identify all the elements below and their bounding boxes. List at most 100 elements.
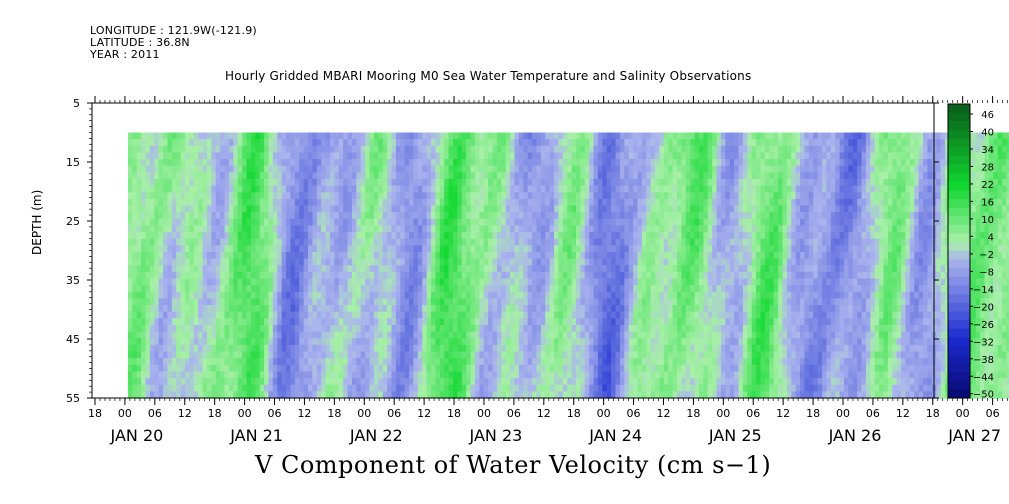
heatmap-cell — [492, 152, 498, 160]
heatmap-cell — [637, 338, 643, 346]
heatmap-cell — [439, 358, 445, 366]
heatmap-cell — [365, 305, 371, 313]
heatmap-cell — [571, 251, 577, 260]
heatmap-cell — [250, 139, 256, 147]
heatmap-cell — [628, 225, 634, 233]
heatmap-cell — [404, 285, 410, 293]
heatmap-cell — [163, 358, 169, 366]
heatmap-cell — [444, 212, 450, 220]
heatmap-cell — [453, 152, 458, 160]
heatmap-cell — [202, 185, 208, 193]
heatmap-cell — [176, 364, 182, 373]
heatmap-cell — [185, 178, 191, 187]
heatmap-cell — [646, 198, 652, 207]
heatmap-cell — [602, 251, 608, 260]
heatmap-cell — [597, 145, 603, 154]
heatmap-cell — [549, 178, 555, 187]
heatmap-cell — [237, 178, 243, 187]
heatmap-cell — [158, 371, 164, 379]
heatmap-cell — [466, 358, 472, 366]
heatmap-cell — [624, 192, 630, 200]
heatmap-cell — [211, 159, 217, 167]
heatmap-cell — [646, 318, 652, 326]
heatmap-cell — [136, 212, 142, 220]
heatmap-cell — [501, 285, 507, 293]
heatmap-cell — [211, 305, 217, 313]
heatmap-cell — [365, 232, 371, 240]
heatmap-cell — [277, 318, 283, 326]
heatmap-cell — [154, 364, 160, 373]
heatmap-cell — [294, 318, 300, 326]
heatmap-cell — [404, 251, 410, 260]
heatmap-cell — [453, 331, 458, 339]
heatmap-cell — [321, 344, 327, 353]
heatmap-cell — [417, 351, 423, 359]
heatmap-cell — [545, 305, 551, 313]
heatmap-cell — [619, 192, 625, 200]
heatmap-cell — [672, 238, 678, 246]
heatmap-cell — [391, 185, 397, 193]
heatmap-cell — [457, 364, 463, 373]
heatmap-cell — [413, 139, 419, 147]
heatmap-cell — [580, 192, 586, 200]
heatmap-cell — [180, 305, 186, 313]
heatmap-cell — [549, 311, 555, 319]
heatmap-cell — [294, 331, 300, 339]
heatmap-cell — [496, 198, 502, 207]
heatmap-cell — [356, 358, 362, 366]
heatmap-cell — [488, 324, 494, 333]
heatmap-cell — [641, 378, 647, 386]
heatmap-cell — [567, 358, 573, 366]
heatmap-cell — [351, 238, 357, 246]
heatmap-cell — [303, 318, 309, 326]
heatmap-cell — [448, 192, 454, 200]
heatmap-cell — [373, 384, 379, 392]
heatmap-cell — [185, 285, 191, 293]
heatmap-cell — [127, 258, 133, 266]
heatmap-cell — [505, 232, 511, 240]
heatmap-cell — [391, 318, 397, 326]
heatmap-cell — [571, 331, 577, 339]
heatmap-cell — [580, 305, 586, 313]
heatmap-cell — [597, 338, 603, 346]
heatmap-cell — [277, 265, 283, 273]
heatmap-cell — [602, 324, 608, 333]
heatmap-cell — [518, 331, 524, 339]
heatmap-cell — [202, 378, 208, 386]
heatmap-cell — [378, 238, 384, 246]
heatmap-cell — [532, 338, 538, 346]
heatmap-cell — [259, 285, 265, 293]
heatmap-cell — [576, 285, 581, 293]
heatmap-cell — [435, 351, 441, 359]
heatmap-cell — [527, 145, 533, 154]
heatmap-cell — [562, 291, 568, 300]
heatmap-cell — [611, 311, 617, 319]
heatmap-cell — [448, 172, 454, 180]
heatmap-cell — [180, 384, 186, 392]
heatmap-cell — [545, 338, 551, 346]
heatmap-cell — [316, 212, 322, 220]
heatmap-cell — [470, 159, 476, 167]
heatmap-cell — [351, 132, 357, 140]
heatmap-cell — [154, 185, 160, 193]
heatmap-cell — [518, 251, 524, 260]
heatmap-cell — [360, 145, 366, 154]
heatmap-cell — [356, 178, 362, 187]
heatmap-cell — [422, 271, 428, 280]
heatmap-cell — [167, 311, 173, 319]
heatmap-cell — [127, 298, 133, 306]
heatmap-cell — [646, 311, 652, 319]
heatmap-cell — [356, 238, 362, 246]
heatmap-cell — [224, 172, 230, 180]
heatmap-cell — [255, 225, 261, 233]
heatmap-cell — [334, 265, 340, 273]
heatmap-cell — [391, 232, 397, 240]
heatmap-cell — [453, 145, 458, 154]
heatmap-cell — [501, 271, 507, 280]
heatmap-cell — [330, 265, 335, 273]
heatmap-cell — [426, 165, 432, 173]
heatmap-cell — [435, 298, 441, 306]
heatmap-cell — [624, 145, 630, 154]
heatmap-cell — [351, 351, 357, 359]
heatmap-cell — [439, 305, 445, 313]
